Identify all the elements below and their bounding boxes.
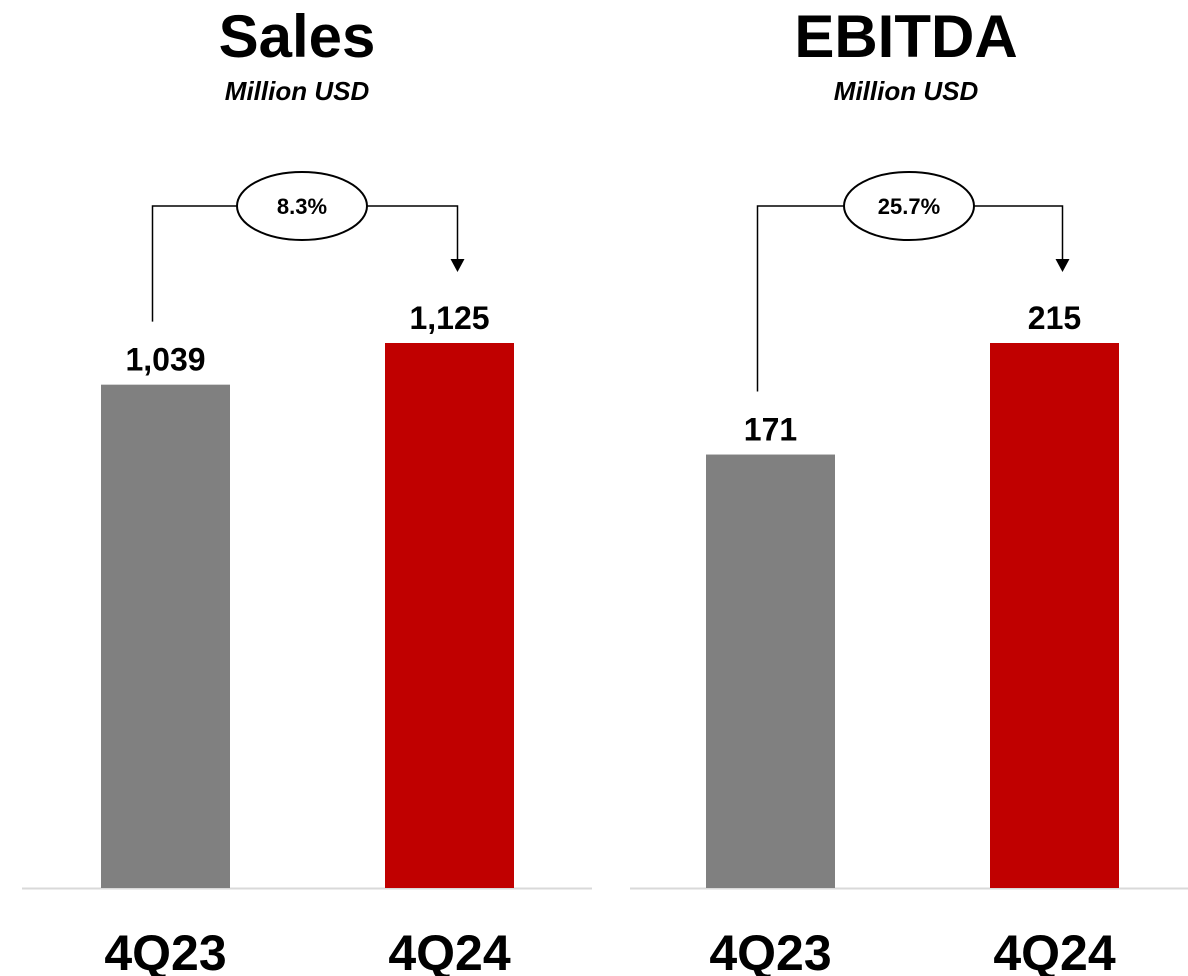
ebitda-chart: 171 4Q23 215 4Q24 25.7%	[630, 171, 1188, 976]
growth-percent-label: 8.3%	[277, 194, 327, 219]
bar-4q23	[101, 384, 230, 888]
bar-value-label: 1,039	[125, 342, 205, 378]
chart-subtitle: Million USD	[224, 76, 370, 106]
category-label: 4Q23	[709, 925, 831, 976]
bar-4q23	[706, 454, 835, 888]
ebitda-chart-panel: EBITDA Million USD 171 4Q23 215 4Q24 25.7%	[624, 0, 1188, 976]
growth-arrow-head	[1055, 259, 1070, 272]
sales-chart: 1,039 4Q23 1,125 4Q24 8.3%	[22, 171, 592, 976]
growth-percent-label: 25.7%	[878, 194, 940, 219]
category-label: 4Q24	[993, 925, 1116, 976]
chart-title: EBITDA	[794, 3, 1018, 70]
chart-subtitle: Million USD	[833, 76, 979, 106]
bar-value-label: 215	[1028, 300, 1081, 336]
bar-4q24	[990, 343, 1119, 888]
category-label: 4Q24	[388, 925, 511, 976]
sales-chart-panel: Sales Million USD 1,039 4Q23 1,125 4Q24 8.3%	[22, 3, 592, 976]
growth-badge	[236, 171, 368, 241]
bar-4q24	[385, 343, 514, 888]
bar-value-label: 1,125	[409, 300, 489, 336]
growth-badge	[843, 171, 975, 241]
chart-title: Sales	[218, 3, 376, 70]
category-label: 4Q23	[104, 925, 226, 976]
bar-value-label: 171	[744, 412, 797, 448]
growth-arrow-head	[450, 259, 465, 272]
